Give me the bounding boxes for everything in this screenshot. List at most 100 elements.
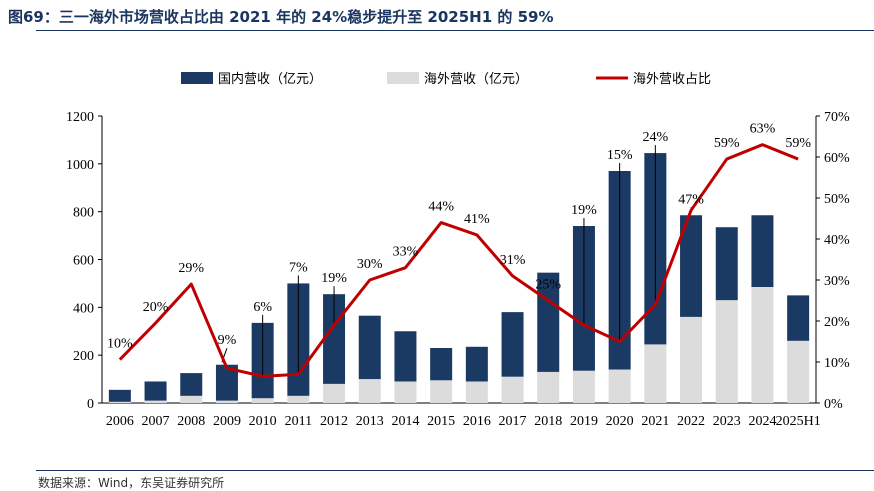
y-right-tick-label: 60% (824, 151, 850, 166)
x-tick-label: 2023 (713, 414, 741, 429)
x-tick-label: 2010 (249, 414, 277, 429)
x-tick-label: 2008 (177, 414, 205, 429)
bar-domestic (751, 215, 774, 288)
callout-lines (221, 145, 692, 377)
x-tick-label: 2016 (463, 414, 491, 429)
x-tick-label: 2018 (534, 414, 562, 429)
share-data-label: 24% (643, 130, 669, 145)
bars (108, 153, 810, 403)
x-tick-label: 2020 (606, 414, 634, 429)
bar-domestic (394, 331, 417, 382)
legend-label-overseas: 海外营收（亿元） (424, 71, 528, 86)
bar-domestic (180, 373, 203, 396)
bar-domestic (215, 364, 238, 401)
bar-overseas (715, 300, 738, 403)
x-tick-label: 2009 (213, 414, 241, 429)
bar-overseas (751, 287, 774, 403)
x-tick-label: 2007 (142, 414, 170, 429)
source-rule (36, 470, 874, 471)
x-tick-label: 2014 (391, 414, 419, 429)
bar-overseas (501, 376, 524, 403)
figure-title: 图69：三一海外市场营收占比由 2021 年的 24%稳步提升至 2025H1 … (8, 8, 554, 26)
y-right-tick-label: 70% (824, 110, 850, 125)
y-left-tick-label: 800 (73, 206, 94, 221)
legend-swatch-domestic (181, 72, 213, 84)
share-data-label: 19% (571, 203, 597, 218)
x-tick-label: 2019 (570, 414, 598, 429)
x-tick-label: 2024 (748, 414, 776, 429)
x-tick-label: 2011 (285, 414, 312, 429)
bar-overseas (287, 395, 310, 403)
bar-overseas (358, 379, 381, 403)
share-data-label: 47% (678, 192, 704, 207)
y-left-tick-label: 200 (73, 349, 94, 364)
bar-overseas (180, 395, 203, 403)
y-right-tick-label: 20% (824, 315, 850, 330)
share-data-label: 41% (464, 212, 490, 227)
x-tick-label: 2013 (356, 414, 384, 429)
bar-domestic (501, 312, 524, 377)
x-tick-label: 2022 (677, 414, 705, 429)
bar-overseas (144, 400, 167, 403)
bar-domestic (715, 227, 738, 301)
y-left-tick-label: 1200 (66, 110, 94, 125)
share-data-label: 10% (107, 337, 133, 352)
y-left-tick-label: 1000 (66, 158, 94, 173)
share-data-label: 9% (218, 333, 237, 348)
share-data-label: 63% (750, 122, 776, 137)
bar-domestic (680, 215, 703, 317)
bar-domestic (358, 315, 381, 380)
x-tick-label: 2012 (320, 414, 348, 429)
legend-swatch-overseas (387, 72, 419, 84)
share-labels: 10% 20% 29% 9% 6% 7% 19% 30% 33% 44% 41% 31% 25% 19% 1… (107, 122, 811, 352)
share-line-path (118, 143, 799, 378)
share-data-label: 29% (178, 261, 204, 276)
y-right-tick-label: 0% (824, 397, 843, 412)
share-data-label: 15% (607, 148, 633, 163)
y-left-tick-label: 400 (73, 301, 94, 316)
bar-domestic (430, 347, 453, 381)
share-data-label: 25% (535, 278, 561, 293)
share-data-label: 44% (428, 200, 454, 215)
bar-overseas (537, 371, 560, 403)
bar-overseas (465, 381, 488, 403)
share-line (118, 143, 799, 378)
bar-overseas (680, 316, 703, 403)
x-tick-label: 2021 (641, 414, 669, 429)
y-right-tick-label: 40% (824, 233, 850, 248)
title-rule (36, 30, 874, 31)
bar-overseas (572, 370, 595, 403)
share-data-label: 7% (289, 260, 308, 275)
share-data-label: 59% (785, 136, 811, 151)
bar-overseas (215, 400, 238, 403)
share-data-label: 30% (357, 257, 383, 272)
bar-overseas (787, 340, 810, 403)
y-right-tick-label: 30% (824, 274, 850, 289)
bar-domestic (108, 389, 131, 402)
y-left-tick-label: 600 (73, 254, 94, 269)
bar-overseas (251, 398, 274, 403)
bar-overseas (430, 380, 453, 403)
x-tick-label: 2017 (499, 414, 527, 429)
bar-overseas (323, 383, 346, 403)
bar-overseas (644, 344, 667, 403)
share-data-label: 19% (321, 271, 347, 286)
y-right-tick-label: 10% (824, 356, 850, 371)
bar-domestic (787, 295, 810, 341)
share-data-label: 33% (393, 245, 419, 260)
x-tick-label: 2025H1 (776, 414, 821, 429)
x-tick-label: 2006 (106, 414, 134, 429)
y-left-tick-label: 0 (87, 397, 94, 412)
bar-overseas (108, 401, 131, 403)
share-data-label: 20% (143, 300, 169, 315)
share-data-label: 31% (500, 253, 526, 268)
bar-overseas (608, 369, 631, 403)
legend-label-domestic: 国内营收（亿元） (218, 71, 322, 86)
bar-domestic (144, 381, 167, 401)
legend-label-share: 海外营收占比 (633, 71, 711, 86)
share-data-label: 6% (253, 300, 272, 315)
legend: 国内营收（亿元） 海外营收（亿元） 海外营收占比 (181, 71, 711, 86)
y-right-tick-label: 50% (824, 192, 850, 207)
bar-overseas (394, 381, 417, 403)
